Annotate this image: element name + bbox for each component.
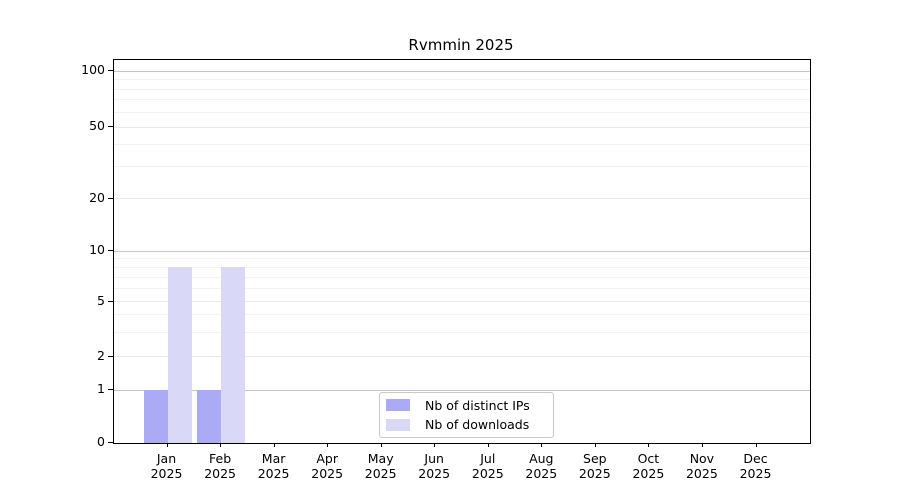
x-tick-label-line: Apr (316, 451, 338, 466)
gridline-minor (114, 79, 810, 80)
y-tick-mark (108, 442, 113, 443)
x-tick-label-line: Sep (583, 451, 607, 466)
x-tick-label-line: 2025 (685, 466, 718, 481)
gridline-minor (114, 88, 810, 90)
x-tick-mark (701, 443, 703, 447)
gridline-minor (114, 258, 810, 260)
x-tick-label-line: 2025 (150, 466, 183, 481)
x-tick-label-line: 2025 (525, 466, 558, 481)
legend-item-downloads: Nb of downloads (386, 417, 553, 432)
legend-label-downloads: Nb of downloads (425, 417, 530, 433)
x-tick-label-line: Mar (261, 451, 286, 466)
x-tick-label: Nov 2025 (667, 451, 737, 481)
x-tick-label-line: 2025 (204, 466, 236, 481)
y-tick-mark (108, 126, 113, 127)
x-tick-mark (380, 443, 382, 447)
gridline-major (114, 70, 810, 72)
x-tick-mark (220, 443, 222, 447)
x-tick-label-line: Nov (689, 451, 715, 466)
y-tick-label: 10 (89, 242, 105, 257)
y-tick-label: 2 (97, 347, 105, 363)
x-tick-label: May 2025 (346, 451, 416, 481)
bar-nb-of-distinct-ips (143, 390, 168, 443)
x-tick-label-line: May (367, 451, 394, 466)
x-tick-label-line: Jan (156, 451, 177, 466)
gridline-minor (114, 276, 810, 278)
gridline-minor (114, 99, 810, 101)
x-tick-mark (648, 443, 650, 447)
x-tick-label: Dec 2025 (721, 451, 791, 481)
bar-nb-of-downloads (167, 267, 192, 443)
x-tick-label-line: Oct (637, 451, 660, 466)
gridline-minor-labeled (114, 126, 810, 128)
y-tick-label: 100 (81, 62, 105, 77)
y-tick-mark (108, 197, 113, 199)
legend-label-distinct-ips: Nb of distinct IPs (425, 397, 530, 413)
x-tick-mark (594, 443, 596, 447)
bar-nb-of-distinct-ips (197, 390, 222, 443)
gridline-minor (114, 287, 810, 289)
y-tick-label: 1 (97, 381, 105, 396)
legend-swatch-distinct-ips-icon (386, 399, 410, 412)
x-tick-label-line: 2025 (739, 466, 772, 481)
legend-item-distinct-ips: Nb of distinct IPs (386, 398, 553, 413)
x-tick-label-line: 2025 (578, 466, 611, 481)
gridline-minor-labeled (114, 301, 810, 302)
x-tick-label: Oct 2025 (613, 451, 683, 481)
y-tick-mark (108, 389, 113, 390)
gridline-major (114, 389, 810, 391)
gridline-minor (114, 331, 810, 333)
y-tick-label: 5 (97, 292, 105, 308)
x-tick-label-line: Jul (480, 451, 496, 466)
y-tick-mark (108, 70, 113, 71)
legend: Nb of distinct IPs Nb of downloads (379, 392, 554, 438)
x-tick-label-line: Aug (529, 451, 554, 466)
x-tick-label-line: 2025 (632, 466, 665, 481)
x-tick-label-line: 2025 (418, 466, 451, 481)
gridline-minor-labeled (114, 198, 810, 199)
x-tick-label-line: Dec (743, 451, 768, 466)
x-tick-label: Apr 2025 (292, 451, 362, 481)
x-tick-mark (487, 443, 489, 447)
x-tick-label-line: 2025 (364, 466, 397, 481)
y-tick-label: 0 (97, 434, 105, 449)
x-tick-label: Jun 2025 (399, 451, 469, 481)
y-tick-mark (108, 355, 113, 357)
x-tick-label-line: Jun (424, 451, 444, 466)
plot-area (113, 59, 811, 444)
x-tick-label: Feb 2025 (185, 451, 255, 481)
x-tick-label: Jan 2025 (132, 451, 202, 481)
x-tick-mark (166, 443, 168, 447)
x-tick-mark (541, 443, 543, 447)
x-tick-label: Sep 2025 (560, 451, 630, 481)
x-tick-mark (434, 443, 436, 447)
y-tick-mark (108, 300, 113, 302)
x-tick-label: Mar 2025 (239, 451, 309, 481)
gridline-minor (114, 166, 810, 168)
x-tick-label-line: 2025 (257, 466, 290, 481)
x-tick-label-line: Feb (209, 451, 232, 466)
y-tick-label: 50 (89, 118, 105, 133)
legend-swatch-downloads-icon (386, 418, 410, 431)
x-tick-mark (327, 443, 329, 447)
y-tick-mark (108, 250, 113, 251)
x-tick-label-line: 2025 (311, 466, 344, 481)
bar-nb-of-downloads (221, 267, 246, 443)
gridline-minor (114, 111, 810, 113)
y-tick-label: 20 (89, 189, 105, 205)
gridline-major (114, 250, 810, 252)
x-tick-mark (273, 443, 275, 447)
x-tick-label: Aug 2025 (506, 451, 576, 481)
chart-title: Rvmmin 2025 (408, 36, 514, 54)
x-tick-mark (755, 443, 757, 447)
gridline-minor (114, 314, 810, 316)
gridline-minor-labeled (114, 356, 810, 357)
gridline-minor (114, 266, 810, 268)
x-tick-label-line: 2025 (471, 466, 504, 481)
gridline-minor (114, 143, 810, 145)
x-tick-label: Jul 2025 (453, 451, 523, 481)
